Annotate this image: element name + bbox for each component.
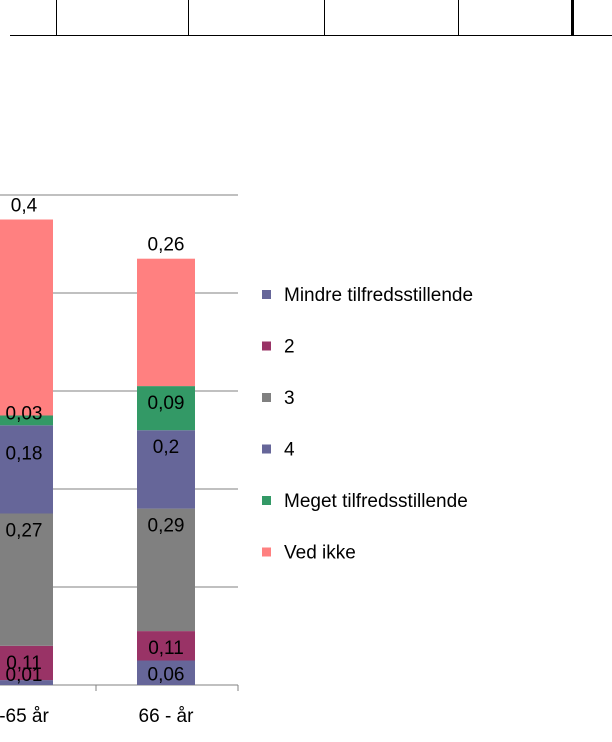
bar-segment-1-1 — [137, 631, 195, 661]
legend-label-3: 4 — [284, 440, 295, 461]
legend-swatch-4 — [262, 496, 271, 505]
top-table-divider-2 — [324, 0, 325, 36]
bar-segment-0-2 — [0, 513, 53, 646]
data-label-1-3: 0,2 — [153, 437, 179, 458]
bar-segment-1-0 — [137, 660, 195, 685]
legend-label-1: 2 — [284, 337, 295, 358]
bar-segment-1-5 — [137, 258, 195, 387]
legend-swatch-1 — [262, 341, 271, 351]
legend-label-4: Meget tilfredsstillende — [284, 491, 468, 512]
bar-segment-1-4 — [137, 386, 195, 431]
legend-swatch-2 — [262, 393, 271, 402]
top-table-divider-1 — [188, 0, 189, 36]
legend-swatch-0 — [262, 290, 271, 299]
data-label-1-4: 0,09 — [148, 393, 185, 414]
category-label-1: 66 - år — [139, 706, 195, 727]
bar-segment-0-3 — [0, 425, 53, 514]
data-label-1-2: 0,29 — [148, 516, 185, 537]
data-label-0-4: 0,03 — [6, 404, 43, 425]
category-label-0: -65 år — [0, 706, 49, 727]
legend-swatch-3 — [262, 444, 271, 454]
legend-label-2: 3 — [284, 388, 295, 409]
legend-label-5: Ved ikke — [284, 543, 356, 564]
top-table-strip — [0, 0, 612, 36]
bar-segment-0-0 — [0, 680, 53, 685]
data-label-1-5: 0,26 — [148, 235, 185, 256]
data-label-1-0: 0,06 — [148, 665, 185, 686]
bar-segment-1-3 — [137, 430, 195, 509]
top-table-divider-3 — [458, 0, 459, 36]
bar-segment-1-2 — [137, 508, 195, 632]
data-label-0-5: 0,4 — [11, 196, 38, 217]
data-label-0-0: 0,01 — [6, 665, 43, 686]
bar-segment-0-5 — [0, 219, 53, 416]
bar-segment-0-4 — [0, 415, 53, 426]
data-label-1-1: 0,11 — [148, 638, 184, 659]
data-label-0-2: 0,27 — [6, 521, 43, 542]
legend-label-0: Mindre tilfredsstillende — [284, 285, 473, 306]
legend-swatch-5 — [262, 547, 271, 557]
bar-segment-0-1 — [0, 645, 53, 681]
data-label-0-1: 0,11 — [6, 653, 42, 674]
top-table-baseline — [10, 35, 612, 36]
top-table-row — [56, 0, 574, 36]
data-label-0-3: 0,18 — [6, 443, 43, 464]
